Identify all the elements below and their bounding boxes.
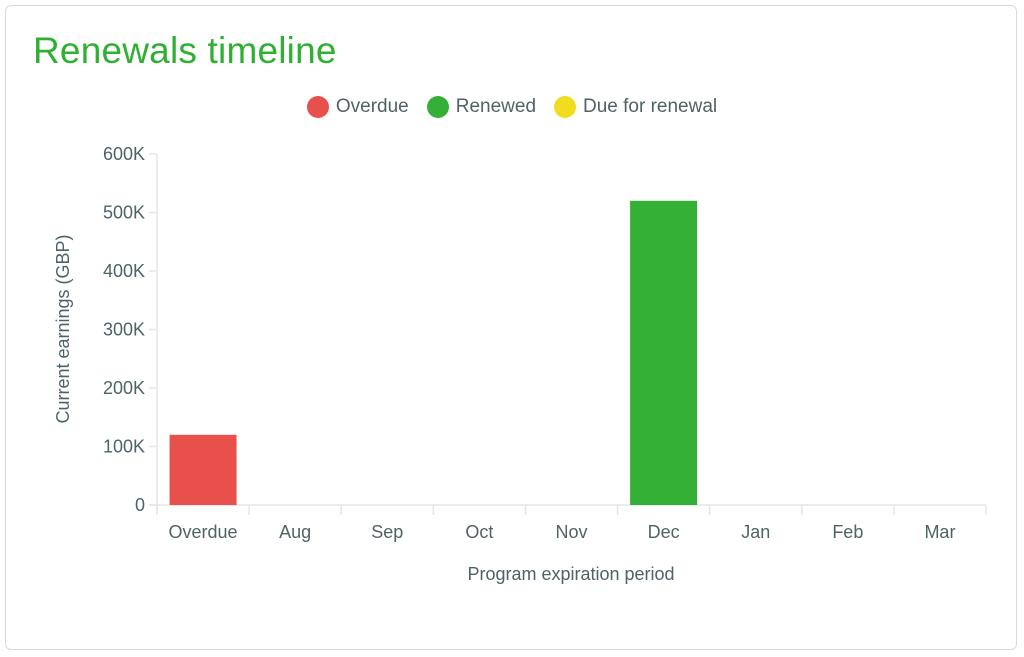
renewed-dot-icon xyxy=(426,96,449,118)
y-tick-label: 200K xyxy=(103,378,145,398)
due-for-renewal-dot-icon xyxy=(554,96,577,118)
y-axis: 0 100K 200K 300K 400K 500K 600K xyxy=(103,144,158,515)
y-tick-label: 600K xyxy=(103,144,145,164)
y-tick-label: 400K xyxy=(103,261,145,281)
legend-label: Renewed xyxy=(455,96,537,117)
x-tick-label: Mar xyxy=(924,522,955,542)
bar-overdue-overdue[interactable] xyxy=(169,434,237,505)
y-axis-title: Current earnings (GBP) xyxy=(53,234,73,423)
x-tick-label: Dec xyxy=(648,522,680,542)
y-tick-label: 500K xyxy=(103,203,145,223)
legend-label: Due for renewal xyxy=(583,96,718,117)
x-axis: Overdue Aug Sep Oct Nov Dec Jan Feb Mar xyxy=(149,504,987,542)
bar-renewed-dec[interactable] xyxy=(630,200,698,506)
x-tick-label: Nov xyxy=(555,522,587,542)
x-tick-label: Oct xyxy=(465,522,493,542)
chart-card: Renewals timeline xyxy=(5,5,1017,650)
card-title: Renewals timeline xyxy=(33,30,337,71)
x-tick-label: Aug xyxy=(279,522,311,542)
x-axis-title: Program expiration period xyxy=(467,564,674,584)
legend-label: Overdue xyxy=(335,96,409,117)
legend-item-overdue[interactable]: Overdue xyxy=(306,96,409,118)
x-tick-label: Feb xyxy=(832,522,863,542)
chart-legend: Overdue Renewed Due for renewal xyxy=(0,96,1024,118)
y-tick-label: 0 xyxy=(135,495,145,515)
bars xyxy=(169,200,698,506)
x-tick-label: Overdue xyxy=(169,522,238,542)
legend-item-due-for-renewal[interactable]: Due for renewal xyxy=(554,96,717,118)
legend-item-renewed[interactable]: Renewed xyxy=(426,96,537,118)
y-tick-label: 300K xyxy=(103,320,145,340)
overdue-dot-icon xyxy=(306,96,329,118)
x-tick-label: Sep xyxy=(371,522,403,542)
x-tick-label: Jan xyxy=(741,522,770,542)
y-tick-label: 100K xyxy=(103,437,145,457)
